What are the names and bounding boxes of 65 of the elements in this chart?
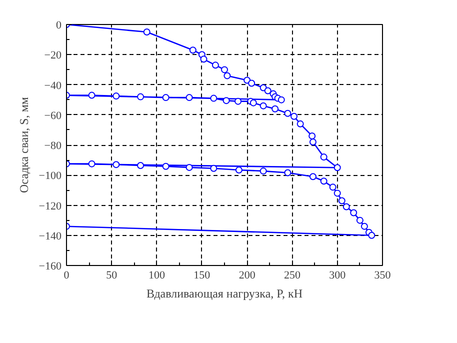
point bbox=[222, 97, 230, 104]
point bbox=[272, 105, 279, 112]
point bbox=[210, 164, 218, 172]
point bbox=[88, 92, 96, 99]
point bbox=[308, 132, 316, 140]
y-tick-label: 0 bbox=[56, 20, 62, 32]
point bbox=[137, 162, 144, 169]
point bbox=[235, 166, 242, 174]
point bbox=[284, 169, 292, 176]
point bbox=[264, 87, 272, 94]
point bbox=[88, 160, 96, 168]
point bbox=[260, 168, 267, 175]
point bbox=[278, 96, 285, 104]
point bbox=[296, 120, 304, 128]
y-tick-label: −40 bbox=[44, 80, 62, 92]
point bbox=[250, 99, 257, 106]
point bbox=[200, 56, 208, 63]
point bbox=[309, 138, 316, 146]
x-axis-title: Вдавливающая нагрузка, P, кН bbox=[146, 286, 303, 300]
point bbox=[143, 28, 150, 36]
x-tick-label: 350 bbox=[374, 270, 392, 282]
point bbox=[338, 197, 346, 204]
y-tick-label: −120 bbox=[38, 200, 62, 212]
point bbox=[221, 66, 228, 74]
point bbox=[368, 232, 376, 239]
y-tick-label: −160 bbox=[38, 260, 62, 272]
point bbox=[189, 46, 196, 54]
point bbox=[186, 94, 193, 102]
point bbox=[234, 98, 242, 105]
y-tick-label: −100 bbox=[38, 170, 62, 182]
point bbox=[186, 164, 193, 171]
x-tick-label: 300 bbox=[329, 270, 346, 282]
y-tick-label: −60 bbox=[44, 110, 62, 122]
point bbox=[309, 173, 316, 180]
point bbox=[112, 161, 120, 168]
x-tick-label: 100 bbox=[148, 270, 166, 282]
point bbox=[137, 93, 144, 100]
point bbox=[342, 203, 350, 210]
y-tick-label: −140 bbox=[38, 230, 62, 242]
point bbox=[334, 164, 341, 172]
point bbox=[334, 190, 341, 197]
y-axis-title: Осадка сваи, S, мм bbox=[16, 96, 31, 193]
point bbox=[162, 94, 170, 102]
y-tick-label: −80 bbox=[44, 140, 62, 152]
point bbox=[260, 102, 267, 110]
point bbox=[212, 62, 219, 69]
x-tick-label: 150 bbox=[194, 270, 211, 282]
x-tick-label: 200 bbox=[238, 270, 256, 282]
point bbox=[320, 154, 328, 161]
point bbox=[162, 162, 170, 170]
point bbox=[112, 92, 120, 100]
point bbox=[290, 112, 298, 120]
x-tick-label: 250 bbox=[284, 270, 301, 282]
point bbox=[320, 178, 328, 185]
point bbox=[224, 72, 231, 80]
point bbox=[356, 216, 364, 224]
point bbox=[360, 222, 368, 230]
point bbox=[329, 184, 336, 191]
x-tick-label: 0 bbox=[64, 270, 70, 282]
point bbox=[248, 80, 256, 87]
x-tick-label: 50 bbox=[106, 270, 118, 282]
point bbox=[284, 110, 292, 117]
point bbox=[350, 209, 358, 216]
y-tick-label: −20 bbox=[44, 50, 62, 62]
point bbox=[210, 94, 218, 102]
